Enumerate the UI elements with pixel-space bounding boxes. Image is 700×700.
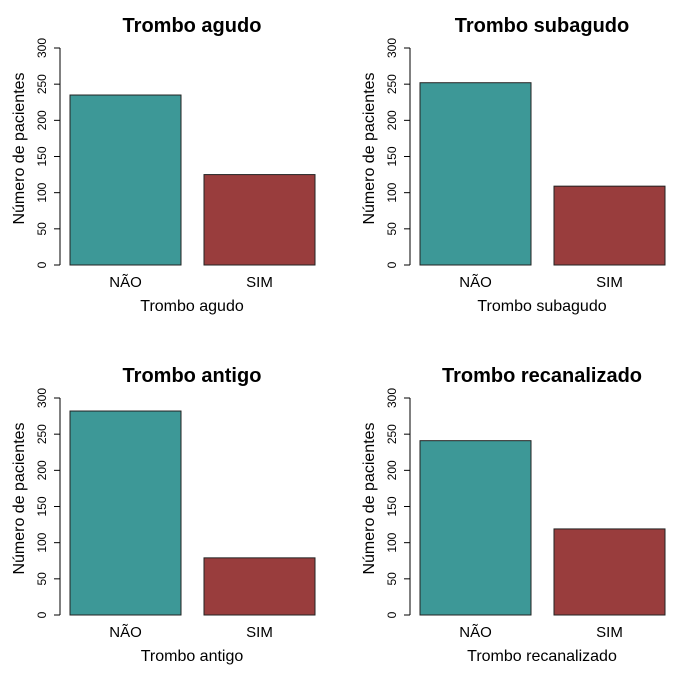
chart-panel-2: Trombo subagudo 0 50 100 150 200 250 300 Número … — [361, 15, 666, 315]
category-label: NÃO — [459, 624, 492, 641]
y-tick-label: 300 — [385, 38, 399, 58]
y-axis-label: Número de pacientes — [361, 72, 378, 224]
y-axis-label: Número de pacientes — [11, 422, 28, 574]
y-tick-label: 200 — [35, 110, 49, 130]
y-tick-label: 0 — [35, 261, 49, 268]
y-tick-label: 300 — [385, 388, 399, 408]
category-label: SIM — [596, 624, 623, 641]
bar-nao — [69, 94, 182, 266]
y-tick-label: 0 — [35, 611, 49, 618]
chart-title: Trombo antigo — [123, 365, 262, 387]
chart-panel-3: Trombo antigo 0 50 100 150 200 250 300 Número de… — [11, 365, 316, 665]
chart-title: Trombo agudo — [123, 15, 262, 37]
y-tick-label: 0 — [385, 611, 399, 618]
bar-sim — [203, 174, 316, 266]
y-tick-label: 200 — [385, 460, 399, 480]
y-tick-label: 100 — [385, 532, 399, 552]
bar-nao — [419, 82, 532, 266]
y-tick-label: 150 — [35, 496, 49, 516]
y-tick-label: 50 — [385, 222, 399, 236]
y-tick-label: 250 — [35, 424, 49, 444]
category-label: SIM — [246, 274, 273, 291]
chart-title: Trombo recanalizado — [442, 365, 642, 387]
chart-panel-1: Trombo agudo 0 50 100 150 200 250 300 Número de … — [11, 15, 316, 315]
y-tick-label: 150 — [385, 496, 399, 516]
y-tick-label: 150 — [385, 146, 399, 166]
y-axis-label: Número de pacientes — [11, 72, 28, 224]
category-label: NÃO — [109, 274, 142, 291]
y-tick-label: 300 — [35, 388, 49, 408]
y-tick-label: 250 — [385, 424, 399, 444]
x-axis-label: Trombo agudo — [140, 298, 244, 315]
x-axis-label: Trombo antigo — [141, 648, 244, 665]
category-label: SIM — [596, 274, 623, 291]
y-tick-label: 200 — [385, 110, 399, 130]
y-tick-label: 100 — [35, 532, 49, 552]
x-axis-label: Trombo recanalizado — [467, 648, 617, 665]
bar-nao — [419, 440, 532, 616]
bar-sim — [553, 528, 666, 616]
y-tick-label: 250 — [35, 74, 49, 94]
y-tick-label: 150 — [35, 146, 49, 166]
y-tick-label: 50 — [35, 572, 49, 586]
y-tick-label: 200 — [35, 460, 49, 480]
y-tick-label: 50 — [385, 572, 399, 586]
y-axis-label: Número de pacientes — [361, 422, 378, 574]
bar-nao — [69, 410, 182, 616]
x-axis-label: Trombo subagudo — [477, 298, 606, 315]
y-tick-label: 250 — [385, 74, 399, 94]
chart-title: Trombo subagudo — [455, 15, 629, 37]
category-label: NÃO — [459, 274, 492, 291]
y-tick-label: 100 — [35, 182, 49, 202]
category-label: SIM — [246, 624, 273, 641]
y-tick-label: 300 — [35, 38, 49, 58]
y-tick-label: 0 — [385, 261, 399, 268]
bar-sim — [203, 557, 316, 616]
category-label: NÃO — [109, 624, 142, 641]
y-tick-label: 50 — [35, 222, 49, 236]
y-tick-label: 100 — [385, 182, 399, 202]
chart-panel-4: Trombo recanalizado 0 50 100 150 200 250 300 Núm… — [361, 365, 666, 665]
bar-sim — [553, 185, 666, 266]
